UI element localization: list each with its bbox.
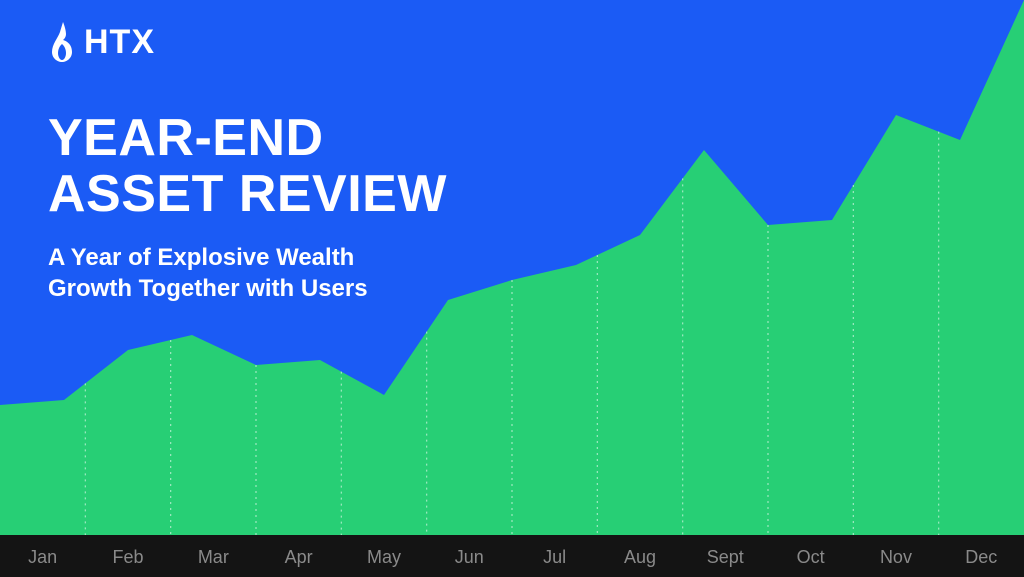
- brand-name: HTX: [84, 23, 155, 62]
- subheadline: A Year of Explosive Wealth Growth Togeth…: [48, 242, 368, 304]
- headline: YEAR-END ASSET REVIEW: [48, 110, 447, 222]
- x-axis-label: Jan: [0, 535, 85, 577]
- headline-line-2: ASSET REVIEW: [48, 166, 447, 222]
- x-axis-label: Dec: [939, 535, 1024, 577]
- headline-line-1: YEAR-END: [48, 110, 447, 166]
- x-axis-label: Oct: [768, 535, 853, 577]
- x-axis-label: Feb: [85, 535, 170, 577]
- x-axis-label: May: [341, 535, 426, 577]
- x-axis: JanFebMarAprMayJunJulAugSeptOctNovDec: [0, 535, 1024, 577]
- brand-logo: HTX: [48, 22, 155, 62]
- subhead-line-1: A Year of Explosive Wealth: [48, 242, 368, 273]
- x-axis-label: Apr: [256, 535, 341, 577]
- x-axis-label: Aug: [597, 535, 682, 577]
- x-axis-label: Nov: [853, 535, 938, 577]
- x-axis-label: Jun: [427, 535, 512, 577]
- banner-root: HTX YEAR-END ASSET REVIEW A Year of Expl…: [0, 0, 1024, 577]
- x-axis-label: Mar: [171, 535, 256, 577]
- x-axis-label: Jul: [512, 535, 597, 577]
- flame-icon: [48, 22, 76, 62]
- subhead-line-2: Growth Together with Users: [48, 273, 368, 304]
- x-axis-label: Sept: [683, 535, 768, 577]
